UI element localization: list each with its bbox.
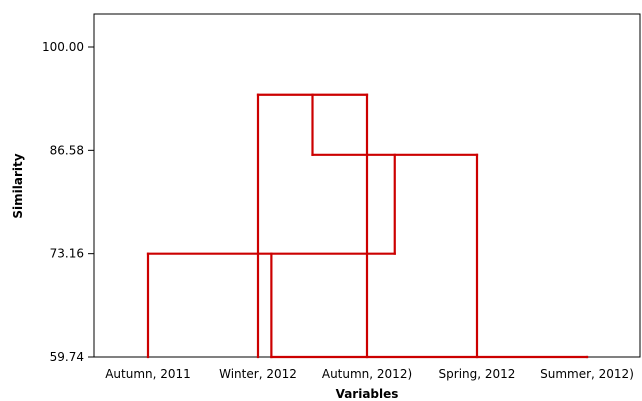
x-tick-label: Autumn, 2011 bbox=[105, 367, 191, 381]
x-tick-label: Winter, 2012 bbox=[219, 367, 297, 381]
x-axis-title: Variables bbox=[336, 387, 399, 401]
y-tick-label: 59.74 bbox=[50, 350, 84, 364]
x-tick-label: Autumn, 2012) bbox=[322, 367, 412, 381]
y-tick-label: 73.16 bbox=[50, 247, 84, 261]
y-tick-label: 100.00 bbox=[42, 40, 84, 54]
x-tick-label: Summer, 2012) bbox=[540, 367, 634, 381]
x-axis-ticks: Autumn, 2011 Winter, 2012 Autumn, 2012) Spr… bbox=[105, 367, 634, 381]
y-tick-label: 86.58 bbox=[50, 143, 84, 157]
dendrogram-links bbox=[146, 93, 589, 359]
y-axis-ticks: 59.74 73.16 86.58 100.00 bbox=[42, 40, 94, 364]
x-tick-label: Spring, 2012 bbox=[439, 367, 516, 381]
y-axis-title: Similarity bbox=[11, 153, 25, 218]
